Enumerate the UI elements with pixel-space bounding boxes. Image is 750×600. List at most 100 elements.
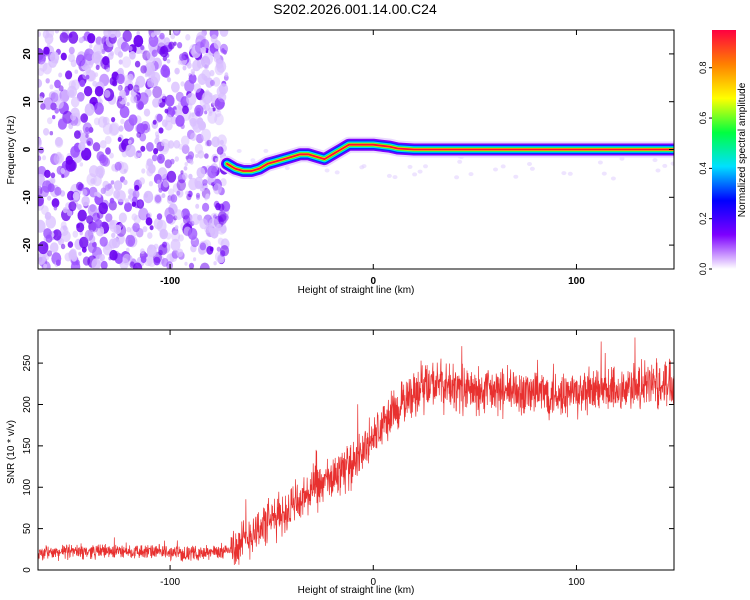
noise-blob [103,183,114,197]
noise-blob [136,31,140,36]
noise-blob [190,132,197,141]
noise-blob [188,173,193,180]
noise-blob [177,59,182,65]
noise-speckle [423,164,428,169]
noise-blob [194,104,204,117]
noise-blob [50,172,56,179]
noise-blob [55,136,63,147]
noise-speckle [652,158,658,163]
noise-blob [100,260,108,269]
noise-blob [182,65,187,71]
noise-blob [168,188,175,197]
noise-blob [68,249,77,260]
noise-blob [218,203,225,212]
noise-blob [52,115,56,120]
noise-blob [74,130,81,139]
noise-blob [182,105,189,115]
spec-y-tick-label: -10 [22,190,33,205]
noise-blob [161,141,165,147]
noise-blob [38,137,42,146]
noise-blob [184,162,188,167]
noise-blob [82,122,93,135]
noise-blob [202,202,210,212]
noise-blob [38,241,49,255]
noise-blob [189,44,198,55]
noise-blob [38,67,44,77]
noise-speckle [500,164,506,169]
noise-blob [92,80,98,87]
noise-blob [83,86,93,97]
noise-blob [65,159,76,172]
spec-y-tick-label: 10 [22,96,33,108]
noise-blob [38,146,45,154]
noise-blob [38,252,46,265]
noise-blob [113,224,122,235]
noise-blob [176,190,181,196]
noise-blob [161,257,169,267]
spec-y-tick-label: -20 [22,237,33,252]
noise-blob [204,153,209,159]
snr-y-tick-label: 200 [22,396,33,413]
noise-blob [128,45,133,52]
noise-blob [140,65,147,74]
colorbar-gradient [712,30,736,269]
noise-blob [172,183,181,193]
noise-blob [126,247,130,253]
spectrogram-y-label: Frequency (Hz) [6,116,17,185]
noise-blob [49,242,59,254]
noise-blob [174,225,179,230]
spectrogram-y-ticks: -20 -10 0 10 20 [22,48,674,252]
noise-speckle [610,176,616,181]
noise-blob [45,78,50,84]
noise-blob [191,213,201,226]
noise-blob [186,193,192,201]
noise-speckle [263,148,269,153]
noise-blob [58,72,63,78]
noise-blob [130,89,137,97]
noise-blob [204,140,210,147]
noise-blob [195,154,199,158]
noise-blob [131,201,137,207]
noise-blob [44,169,51,178]
noise-blob [43,128,50,136]
noise-blob [178,234,184,242]
noise-blob [176,248,184,258]
noise-blob [171,230,181,242]
colorbar-tick-label: 0.8 [698,61,708,74]
noise-blob [92,175,102,187]
noise-blob [54,186,62,196]
noise-blob [54,30,60,34]
noise-blob [99,228,104,235]
noise-blob [90,178,96,185]
noise-blob [87,70,97,82]
noise-blob [138,152,142,157]
noise-blob [105,147,111,155]
noise-blob [38,78,43,88]
noise-blob [108,219,116,230]
noise-blob [146,142,154,152]
noise-blob [159,46,169,58]
noise-blob [153,173,162,184]
noise-blob [57,118,67,130]
noise-blob [137,200,143,207]
noise-blob [79,79,86,87]
noise-blob [52,229,62,241]
noise-blob [104,89,111,98]
noise-blob [127,188,134,196]
noise-blob [87,33,96,44]
noise-blob [132,262,143,269]
noise-blob [94,192,98,197]
snr-line [38,337,674,565]
noise-blob [197,150,205,159]
noise-blob [180,170,184,175]
noise-blob [111,232,116,238]
noise-blob [60,52,67,61]
noise-blob [161,119,168,127]
colorbar-tick-label: 0.2 [698,212,708,225]
noise-speckle [284,166,290,171]
noise-blob [56,153,65,163]
noise-blob [127,73,134,82]
noise-blob [81,188,88,197]
noise-blob [78,251,82,256]
noise-blob [109,51,115,57]
